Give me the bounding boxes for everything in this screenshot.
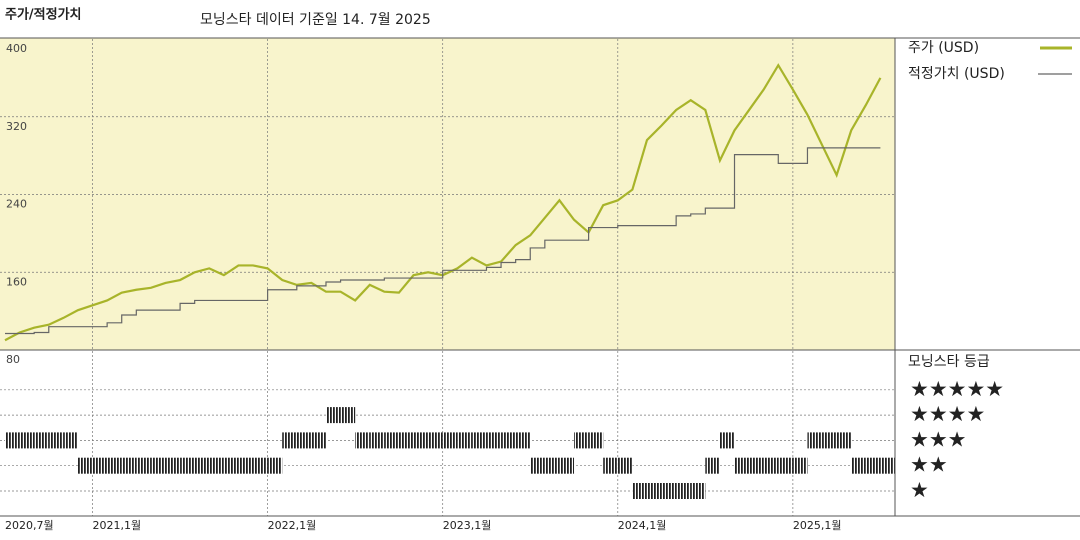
rating-bar (223, 457, 239, 474)
rating-bar (355, 432, 370, 449)
y-tick-label: 160 (6, 275, 27, 288)
rating-bar (428, 432, 443, 449)
y-tick-label: 80 (6, 353, 20, 366)
rating-bar (501, 432, 516, 449)
rating-bar (719, 432, 735, 449)
rating-bar (209, 457, 224, 474)
rating-bar (734, 457, 750, 474)
rating-bar (282, 432, 297, 449)
legend-label: 주가 (USD) (908, 40, 979, 56)
rating-bar (253, 457, 268, 474)
x-tick-label: 2024,1월 (618, 519, 667, 532)
rating-bar (457, 432, 472, 449)
rating-bar (880, 457, 895, 474)
rating-bar (311, 432, 326, 449)
rating-bar (778, 457, 793, 474)
rating-label: ★ (910, 478, 929, 502)
rating-bar (340, 407, 356, 424)
chart-title: 주가/적정가치 (5, 7, 82, 23)
rating-bar (34, 432, 49, 449)
rating-bar (369, 432, 385, 449)
rating-bar (92, 457, 108, 474)
x-tick-label: 2021,1월 (93, 519, 142, 532)
rating-bar (588, 432, 604, 449)
rating-bar (471, 432, 487, 449)
rating-bar (574, 432, 589, 449)
rating-bar (836, 432, 852, 449)
rating-label: ★★★ (910, 427, 966, 451)
rating-bar (676, 483, 691, 499)
y-tick-label: 400 (6, 42, 27, 55)
rating-bar (749, 457, 764, 474)
rating-bar (792, 457, 808, 474)
rating-bar (486, 432, 502, 449)
y-tick-label: 240 (6, 198, 27, 211)
x-tick-label: 2020,7월 (5, 519, 54, 532)
rating-bar (646, 483, 662, 499)
rating-bar (5, 432, 20, 449)
rating-bar (165, 457, 181, 474)
rating-bar (121, 457, 137, 474)
plot: 80 160 240 320 400 2020,7월 2021,1월 2022,1월 2023,… (0, 39, 1072, 532)
x-tick-label: 2025,1월 (793, 519, 842, 532)
rating-bar (77, 457, 93, 474)
rating-bar (544, 457, 560, 474)
rating-bar (267, 457, 283, 474)
rating-bar (48, 432, 64, 449)
rating-bar (559, 457, 575, 474)
series-line (5, 147, 881, 335)
rating-bar (19, 432, 35, 449)
rating-bar (296, 432, 312, 449)
rating-bar (325, 407, 341, 424)
rating-label: ★★ (910, 453, 948, 477)
rating-bar (603, 457, 618, 474)
rating-bar (705, 457, 720, 474)
rating-bar (807, 432, 823, 449)
rating-bar (442, 432, 458, 449)
rating-bar (413, 432, 429, 449)
rating-bar (63, 432, 78, 449)
rating-bar (136, 457, 151, 474)
rating-bar (238, 457, 254, 474)
chart-subtitle: 모닝스타 데이터 기준일 14. 7월 2025 (200, 12, 431, 28)
x-tick-label: 2023,1월 (443, 519, 492, 532)
rating-bar (822, 432, 837, 449)
rating-bar (632, 483, 647, 499)
rating-bar (763, 457, 779, 474)
rating-bar (515, 432, 531, 449)
x-tick-label: 2022,1월 (268, 519, 317, 532)
rating-bar (865, 457, 881, 474)
rating-bar (530, 457, 545, 474)
rating-label: ★★★★★ (910, 377, 1004, 401)
plot-background (0, 38, 895, 350)
rating-bar (398, 432, 414, 449)
rating-label: ★★★★ (910, 402, 985, 426)
rating-bar (661, 483, 677, 499)
rating-title: 모닝스타 등급 (908, 354, 990, 370)
rating-bar (851, 457, 866, 474)
rating-bar (690, 483, 706, 499)
rating-bar (180, 457, 195, 474)
rating-bar (107, 457, 122, 474)
rating-bar (194, 457, 210, 474)
rating-bar (617, 457, 633, 474)
legend-label: 적정가치 (USD) (908, 66, 1005, 82)
rating-bar (384, 432, 399, 449)
y-tick-label: 320 (6, 120, 27, 133)
rating-bar (150, 457, 166, 474)
